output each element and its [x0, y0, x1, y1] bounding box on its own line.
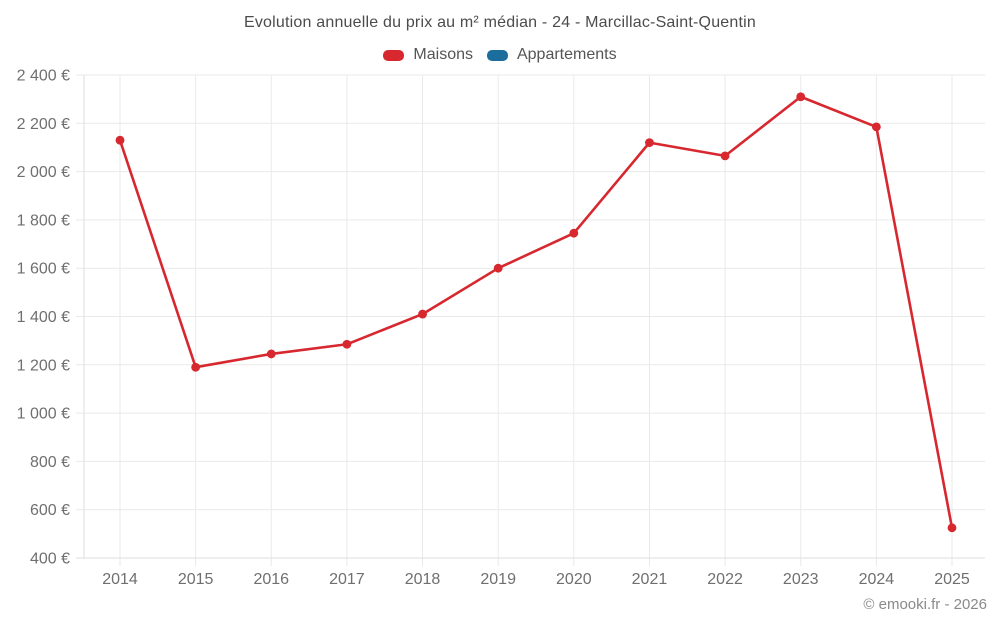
x-axis-tick-label: 2021	[632, 571, 668, 588]
x-axis-tick-label: 2015	[178, 571, 214, 588]
y-axis-tick-label: 2 000 €	[17, 164, 70, 181]
x-axis-tick-label: 2022	[707, 571, 743, 588]
y-axis-tick-label: 2 200 €	[17, 116, 70, 133]
y-axis-tick-label: 1 800 €	[17, 212, 70, 229]
series-line-maisons	[118, 95, 954, 530]
x-axis-tick-label: 2020	[556, 571, 592, 588]
data-point-maisons-2020[interactable]	[569, 228, 579, 238]
legend-label-maisons: Maisons	[413, 46, 473, 63]
y-axis-tick-label: 1 000 €	[17, 406, 70, 423]
data-point-maisons-2024[interactable]	[871, 122, 881, 132]
legend-label-appartements: Appartements	[516, 46, 617, 63]
data-point-maisons-2014[interactable]	[115, 135, 125, 145]
x-axis-tick-label: 2018	[405, 571, 441, 588]
y-axis-tick-label: 1 600 €	[17, 261, 70, 278]
y-axis-tick-label: 800 €	[30, 454, 70, 471]
data-point-maisons-2017[interactable]	[342, 339, 352, 349]
legend-item-appartements[interactable]: Appartements	[486, 46, 617, 64]
y-axis-tick-label: 600 €	[30, 502, 70, 519]
x-axis-tick-label: 2016	[253, 571, 289, 588]
y-axis-tick-label: 1 400 €	[17, 309, 70, 326]
data-point-maisons-2021[interactable]	[645, 138, 654, 148]
y-axis-tick-label: 2 400 €	[17, 68, 70, 85]
data-point-maisons-2016[interactable]	[266, 349, 276, 359]
x-axis-tick-label: 2023	[783, 571, 819, 588]
x-axis-tick-label: 2019	[480, 571, 516, 588]
data-point-maisons-2025[interactable]	[947, 523, 957, 533]
chart-title: Evolution annuelle du prix au m² médian …	[243, 14, 756, 31]
copyright-watermark: © emooki.fr - 2026	[863, 596, 987, 613]
x-axis-tick-label: 2024	[859, 571, 895, 588]
appartements-legend-swatch-icon	[486, 49, 508, 61]
legend-item-maisons[interactable]: Maisons	[383, 46, 473, 64]
data-point-maisons-2023[interactable]	[796, 92, 806, 102]
data-point-maisons-2015[interactable]	[191, 362, 201, 372]
x-axis-tick-label: 2017	[329, 571, 365, 588]
x-axis-tick-label: 2014	[102, 571, 138, 588]
data-point-maisons-2019[interactable]	[493, 263, 503, 273]
y-axis-tick-label: 400 €	[30, 551, 70, 568]
data-point-maisons-2022[interactable]	[720, 151, 730, 161]
x-axis-tick-label: 2025	[934, 571, 970, 588]
maisons-legend-swatch-icon	[383, 49, 405, 61]
chart-legend: Maisons Appartements	[0, 46, 1000, 64]
y-axis-tick-label: 1 200 €	[17, 357, 70, 374]
data-point-maisons-2018[interactable]	[418, 309, 427, 319]
